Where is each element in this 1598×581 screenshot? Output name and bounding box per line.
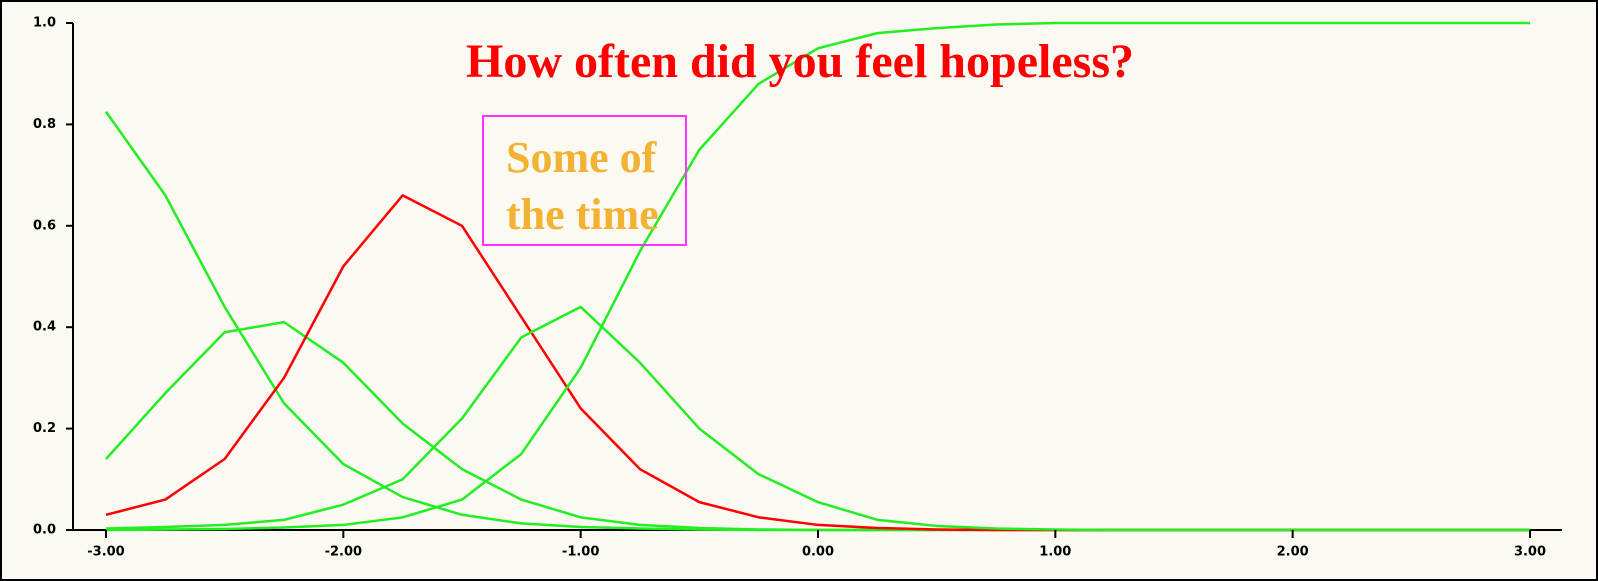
curve — [105, 21, 1530, 532]
curve — [105, 320, 1530, 532]
x-tick-label: 3.00 — [1514, 545, 1546, 560]
x-tick-label: -1.00 — [562, 545, 599, 560]
chart-title: How often did you feel hopeless? — [466, 35, 1134, 88]
y-tick-label: 0.4 — [33, 320, 56, 335]
x-tick-label: -2.00 — [325, 545, 362, 560]
y-tick-label: 0.6 — [33, 218, 56, 233]
y-tick-label: 1.0 — [33, 16, 56, 31]
x-tick-label: 1.00 — [1039, 545, 1071, 560]
x-tick-label: -3.00 — [87, 545, 124, 560]
y-tick-label: 0.0 — [33, 523, 56, 538]
y-tick-label: 0.8 — [33, 117, 56, 132]
x-tick-label: 2.00 — [1277, 545, 1309, 560]
curve — [105, 194, 1530, 532]
x-tick-label: 0.00 — [802, 545, 834, 560]
curve — [105, 305, 1530, 532]
y-tick-label: 0.2 — [33, 421, 56, 436]
curve — [104, 111, 1530, 532]
annotation: Some of the time — [482, 115, 687, 246]
